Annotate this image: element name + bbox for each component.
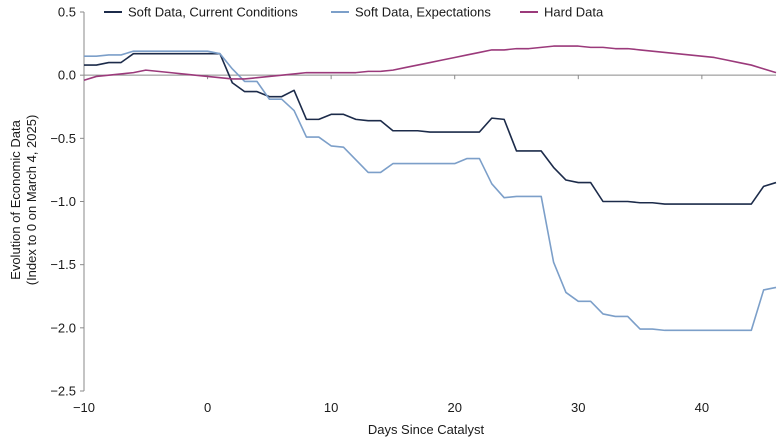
series-line-1 [84,52,777,205]
x-tick-label: 40 [695,400,709,415]
x-tick-label: 0 [204,400,211,415]
y-axis-title: Evolution of Economic Data (Index to 0 o… [8,115,39,286]
x-tick-label: 20 [447,400,461,415]
y-tick-label: −0.5 [50,131,76,146]
y-tick-label: −1.5 [50,257,76,272]
legend-label-1: Soft Data, Current Conditions [128,5,298,20]
y-tick-label: −1.0 [50,194,76,209]
x-tick-label: 30 [571,400,585,415]
x-tick-label: 10 [324,400,338,415]
y-tick-label: −2.5 [50,384,76,399]
x-axis-title: Days Since Catalyst [368,422,485,437]
legend-label-2: Soft Data, Expectations [355,5,491,20]
y-tick-label: −2.0 [50,320,76,335]
y-tick-label: 0.5 [58,5,76,20]
series-line-2 [84,50,777,332]
x-tick-label: −10 [73,400,95,415]
y-tick-label: 0.0 [58,68,76,83]
y-axis-title-line-2: (Index to 0 on March 4, 2025) [24,115,39,286]
y-axis-title-line-1: Evolution of Economic Data [8,119,23,279]
series-line-3 [83,45,777,81]
legend-label-3: Hard Data [544,5,604,20]
